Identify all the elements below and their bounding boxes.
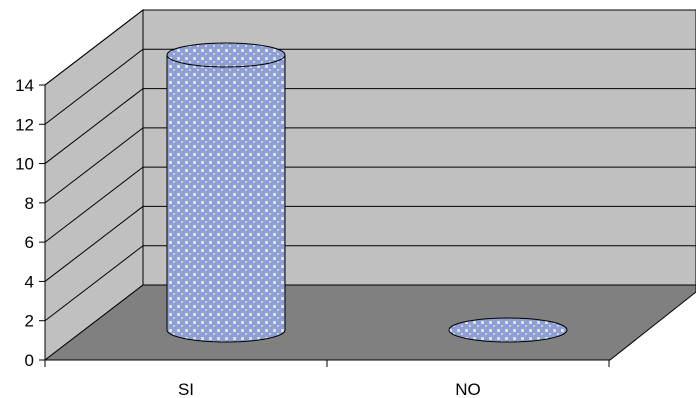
gridline (44, 88, 696, 164)
bar-no (448, 317, 568, 343)
y-axis-ticks: 0 2 4 6 8 10 12 14 (15, 76, 45, 370)
y-tick-label: 6 (25, 233, 34, 252)
gridlines (44, 9, 696, 322)
bar-top (448, 317, 568, 343)
gridline (44, 245, 696, 322)
gridline (44, 205, 696, 282)
category-label: SI (178, 380, 194, 398)
y-tick-label: 2 (25, 312, 34, 331)
category-label: NO (455, 380, 481, 398)
y-tick-label: 12 (15, 115, 34, 134)
bars-group (166, 42, 568, 343)
y-tick-label: 0 (25, 351, 34, 370)
floor (43, 284, 696, 361)
gridline (44, 127, 696, 204)
y-tick-label: 14 (15, 76, 34, 95)
y-tick-label: 8 (25, 194, 34, 213)
bar-si (166, 42, 286, 343)
bar-top (166, 42, 286, 68)
y-tick-label: 4 (25, 272, 34, 291)
gridline (44, 48, 696, 125)
bar-body (166, 54, 286, 343)
gridline (44, 9, 696, 86)
gridline (44, 166, 696, 243)
y-tick-label: 10 (15, 155, 34, 174)
